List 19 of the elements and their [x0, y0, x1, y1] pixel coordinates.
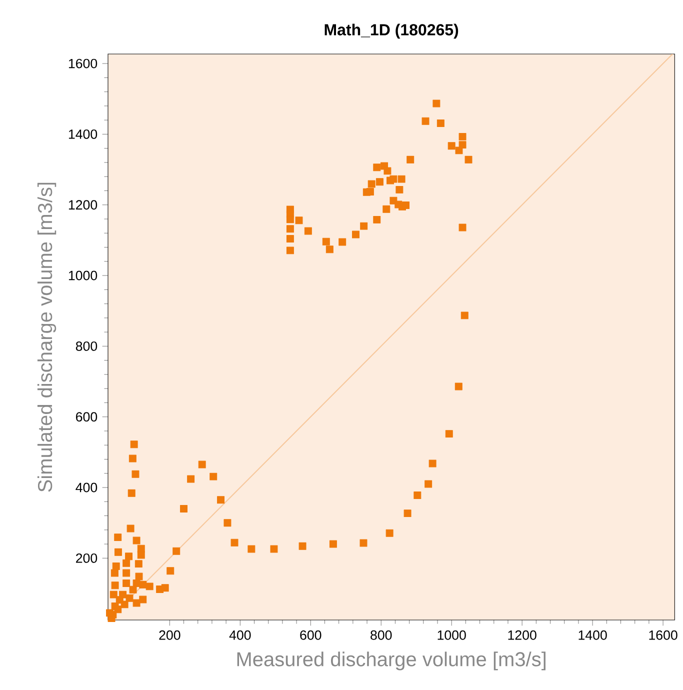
- y-axis-title: Simulated discharge volume [m3/s]: [37, 182, 56, 492]
- y-tick-label: 1000: [68, 270, 98, 280]
- y-tick-label: 600: [76, 412, 98, 422]
- x-tick-label: 600: [300, 630, 322, 640]
- x-tick-label: 800: [370, 630, 392, 640]
- x-tick-label: 200: [159, 630, 180, 640]
- y-tick-label: 1600: [68, 58, 98, 68]
- y-tick-label: 1200: [68, 200, 98, 210]
- x-tick-label: 1000: [438, 630, 466, 640]
- x-axis-title: Measured discharge volume [m3/s]: [237, 652, 546, 670]
- chart-title: Math_1D (180265): [324, 24, 458, 39]
- x-tick-label: 1600: [649, 630, 678, 640]
- x-tick-label: 1200: [508, 630, 536, 640]
- y-tick-label: 200: [76, 553, 98, 563]
- y-tick-label: 400: [76, 482, 98, 492]
- x-tick-label: 1400: [578, 630, 607, 640]
- y-tick-label: 800: [76, 341, 98, 351]
- y-tick-label: 1400: [68, 129, 98, 139]
- x-tick-label: 400: [229, 630, 251, 640]
